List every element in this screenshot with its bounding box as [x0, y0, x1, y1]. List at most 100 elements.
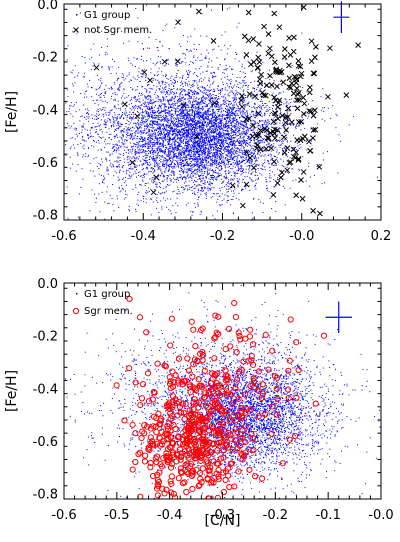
- data-point: [175, 178, 177, 180]
- data-point: [99, 129, 101, 131]
- data-point: [250, 139, 252, 141]
- data-point: [163, 125, 165, 127]
- data-point: [163, 187, 165, 189]
- data-point: [181, 136, 183, 138]
- data-point: [208, 94, 210, 96]
- data-point: [185, 123, 187, 125]
- data-point: [193, 112, 195, 114]
- data-point: [234, 58, 236, 60]
- data-point: [146, 168, 148, 170]
- data-point: [196, 107, 198, 109]
- data-point: [144, 103, 146, 105]
- data-point: [198, 104, 200, 106]
- data-point: [146, 118, 148, 120]
- data-point: [239, 142, 241, 144]
- data-point: [143, 115, 145, 117]
- data-point: [146, 113, 148, 115]
- data-point: [181, 131, 183, 133]
- data-point: [179, 99, 181, 101]
- data-point: [85, 140, 87, 142]
- data-point: [205, 136, 207, 138]
- data-point: [167, 139, 169, 141]
- data-point: [261, 120, 263, 122]
- data-point: [225, 121, 227, 123]
- data-point: [166, 180, 168, 182]
- data-point: [133, 109, 135, 111]
- data-point: [201, 152, 203, 154]
- data-point: [147, 84, 149, 86]
- data-point: [249, 105, 251, 107]
- data-point: [216, 150, 218, 152]
- data-point: [178, 100, 180, 102]
- data-point: [87, 108, 89, 110]
- data-point: [283, 146, 285, 148]
- data-point: [267, 129, 269, 131]
- data-point: [241, 122, 243, 124]
- data-point: [220, 149, 222, 151]
- data-point: [273, 147, 275, 149]
- data-point: [83, 148, 85, 150]
- data-point: [117, 114, 119, 116]
- data-point: [208, 79, 210, 81]
- data-point: [286, 141, 288, 143]
- data-point: [227, 191, 229, 193]
- data-point: [191, 189, 193, 191]
- data-point: [150, 68, 152, 70]
- data-point: [150, 198, 152, 200]
- data-point: [154, 179, 156, 181]
- data-point: [205, 160, 207, 162]
- data-point: [237, 131, 239, 133]
- data-point: [243, 125, 245, 127]
- data-point: [176, 197, 178, 199]
- data-point: [239, 136, 241, 138]
- data-point: [196, 171, 198, 173]
- top-scatter-panel: -0.6 -0.4 -0.2 -0.0 0.20.0-0.2-0.4-0.6-0.8[F…: [4, 0, 391, 244]
- data-point: [174, 98, 176, 100]
- data-point: [177, 189, 179, 191]
- data-point: [111, 87, 113, 89]
- data-point: [168, 103, 170, 105]
- data-point: [232, 157, 234, 159]
- data-point: [96, 113, 98, 115]
- data-point: [216, 120, 218, 122]
- data-point: [223, 114, 225, 116]
- data-point: [208, 146, 210, 148]
- data-point: [169, 166, 171, 168]
- data-point: [206, 124, 208, 126]
- data-point: [211, 104, 213, 106]
- data-point: [153, 123, 155, 125]
- data-point: [154, 134, 156, 136]
- data-point: [300, 137, 302, 139]
- data-point: [282, 185, 284, 187]
- data-point: [169, 160, 171, 162]
- data-point: [232, 73, 234, 75]
- data-point: [98, 168, 100, 170]
- data-point: [201, 169, 203, 171]
- data-point: [167, 100, 169, 102]
- data-point: [198, 93, 200, 95]
- data-point: [243, 125, 245, 127]
- data-point: [137, 144, 139, 146]
- data-point: [162, 144, 164, 146]
- data-point: [182, 123, 184, 125]
- data-point: [232, 112, 234, 114]
- data-point: [194, 168, 196, 170]
- data-point: [164, 171, 166, 173]
- data-point: [177, 177, 179, 179]
- data-point: [156, 129, 158, 131]
- data-point: [257, 178, 259, 180]
- data-point: [108, 202, 110, 204]
- data-point: [209, 97, 211, 99]
- data-point: [166, 96, 168, 98]
- data-point: [94, 126, 96, 128]
- data-point: [186, 145, 188, 147]
- data-point: [173, 123, 175, 125]
- data-point: [197, 153, 199, 155]
- data-point: [211, 105, 213, 107]
- data-point: [288, 110, 290, 112]
- data-point: [113, 150, 115, 152]
- data-point: [193, 104, 195, 106]
- data-point: [228, 185, 230, 187]
- data-point: [104, 109, 106, 111]
- data-point: [136, 142, 138, 144]
